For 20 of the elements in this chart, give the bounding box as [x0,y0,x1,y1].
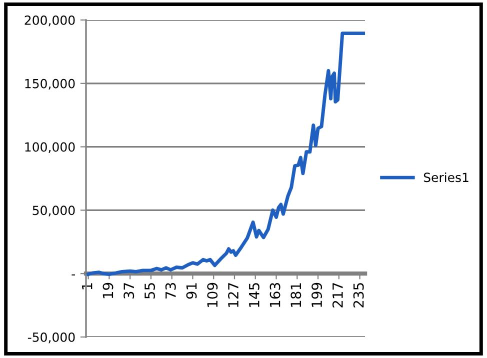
x-tick-label: 217 [332,283,343,308]
x-tick-label: 181 [290,283,302,307]
x-tick-label: 199 [312,282,322,307]
y-tick-label: 50,000 [32,206,75,216]
x-tick-label: 19 [102,282,114,298]
y-tick-label: -50,000 [28,332,75,344]
x-tick-label: 37 [124,283,134,299]
y-tick-label: 150,000 [25,78,75,90]
x-tick-label: 127 [228,283,238,307]
x-tick-label: 235 [353,283,364,308]
y-tick-label: 200,000 [24,15,75,26]
x-tick-label: 91 [186,283,197,299]
x-tick-label: 73 [165,283,176,298]
y-tick-label: - [72,274,75,276]
y-tick-label: 100,000 [25,142,75,153]
x-tick-label: 145 [249,283,260,307]
x-tick-label: 55 [144,283,155,299]
x-tick-label: 109 [207,282,218,307]
x-tick-label: 163 [270,283,280,307]
legend-label: Series1 [424,172,468,182]
